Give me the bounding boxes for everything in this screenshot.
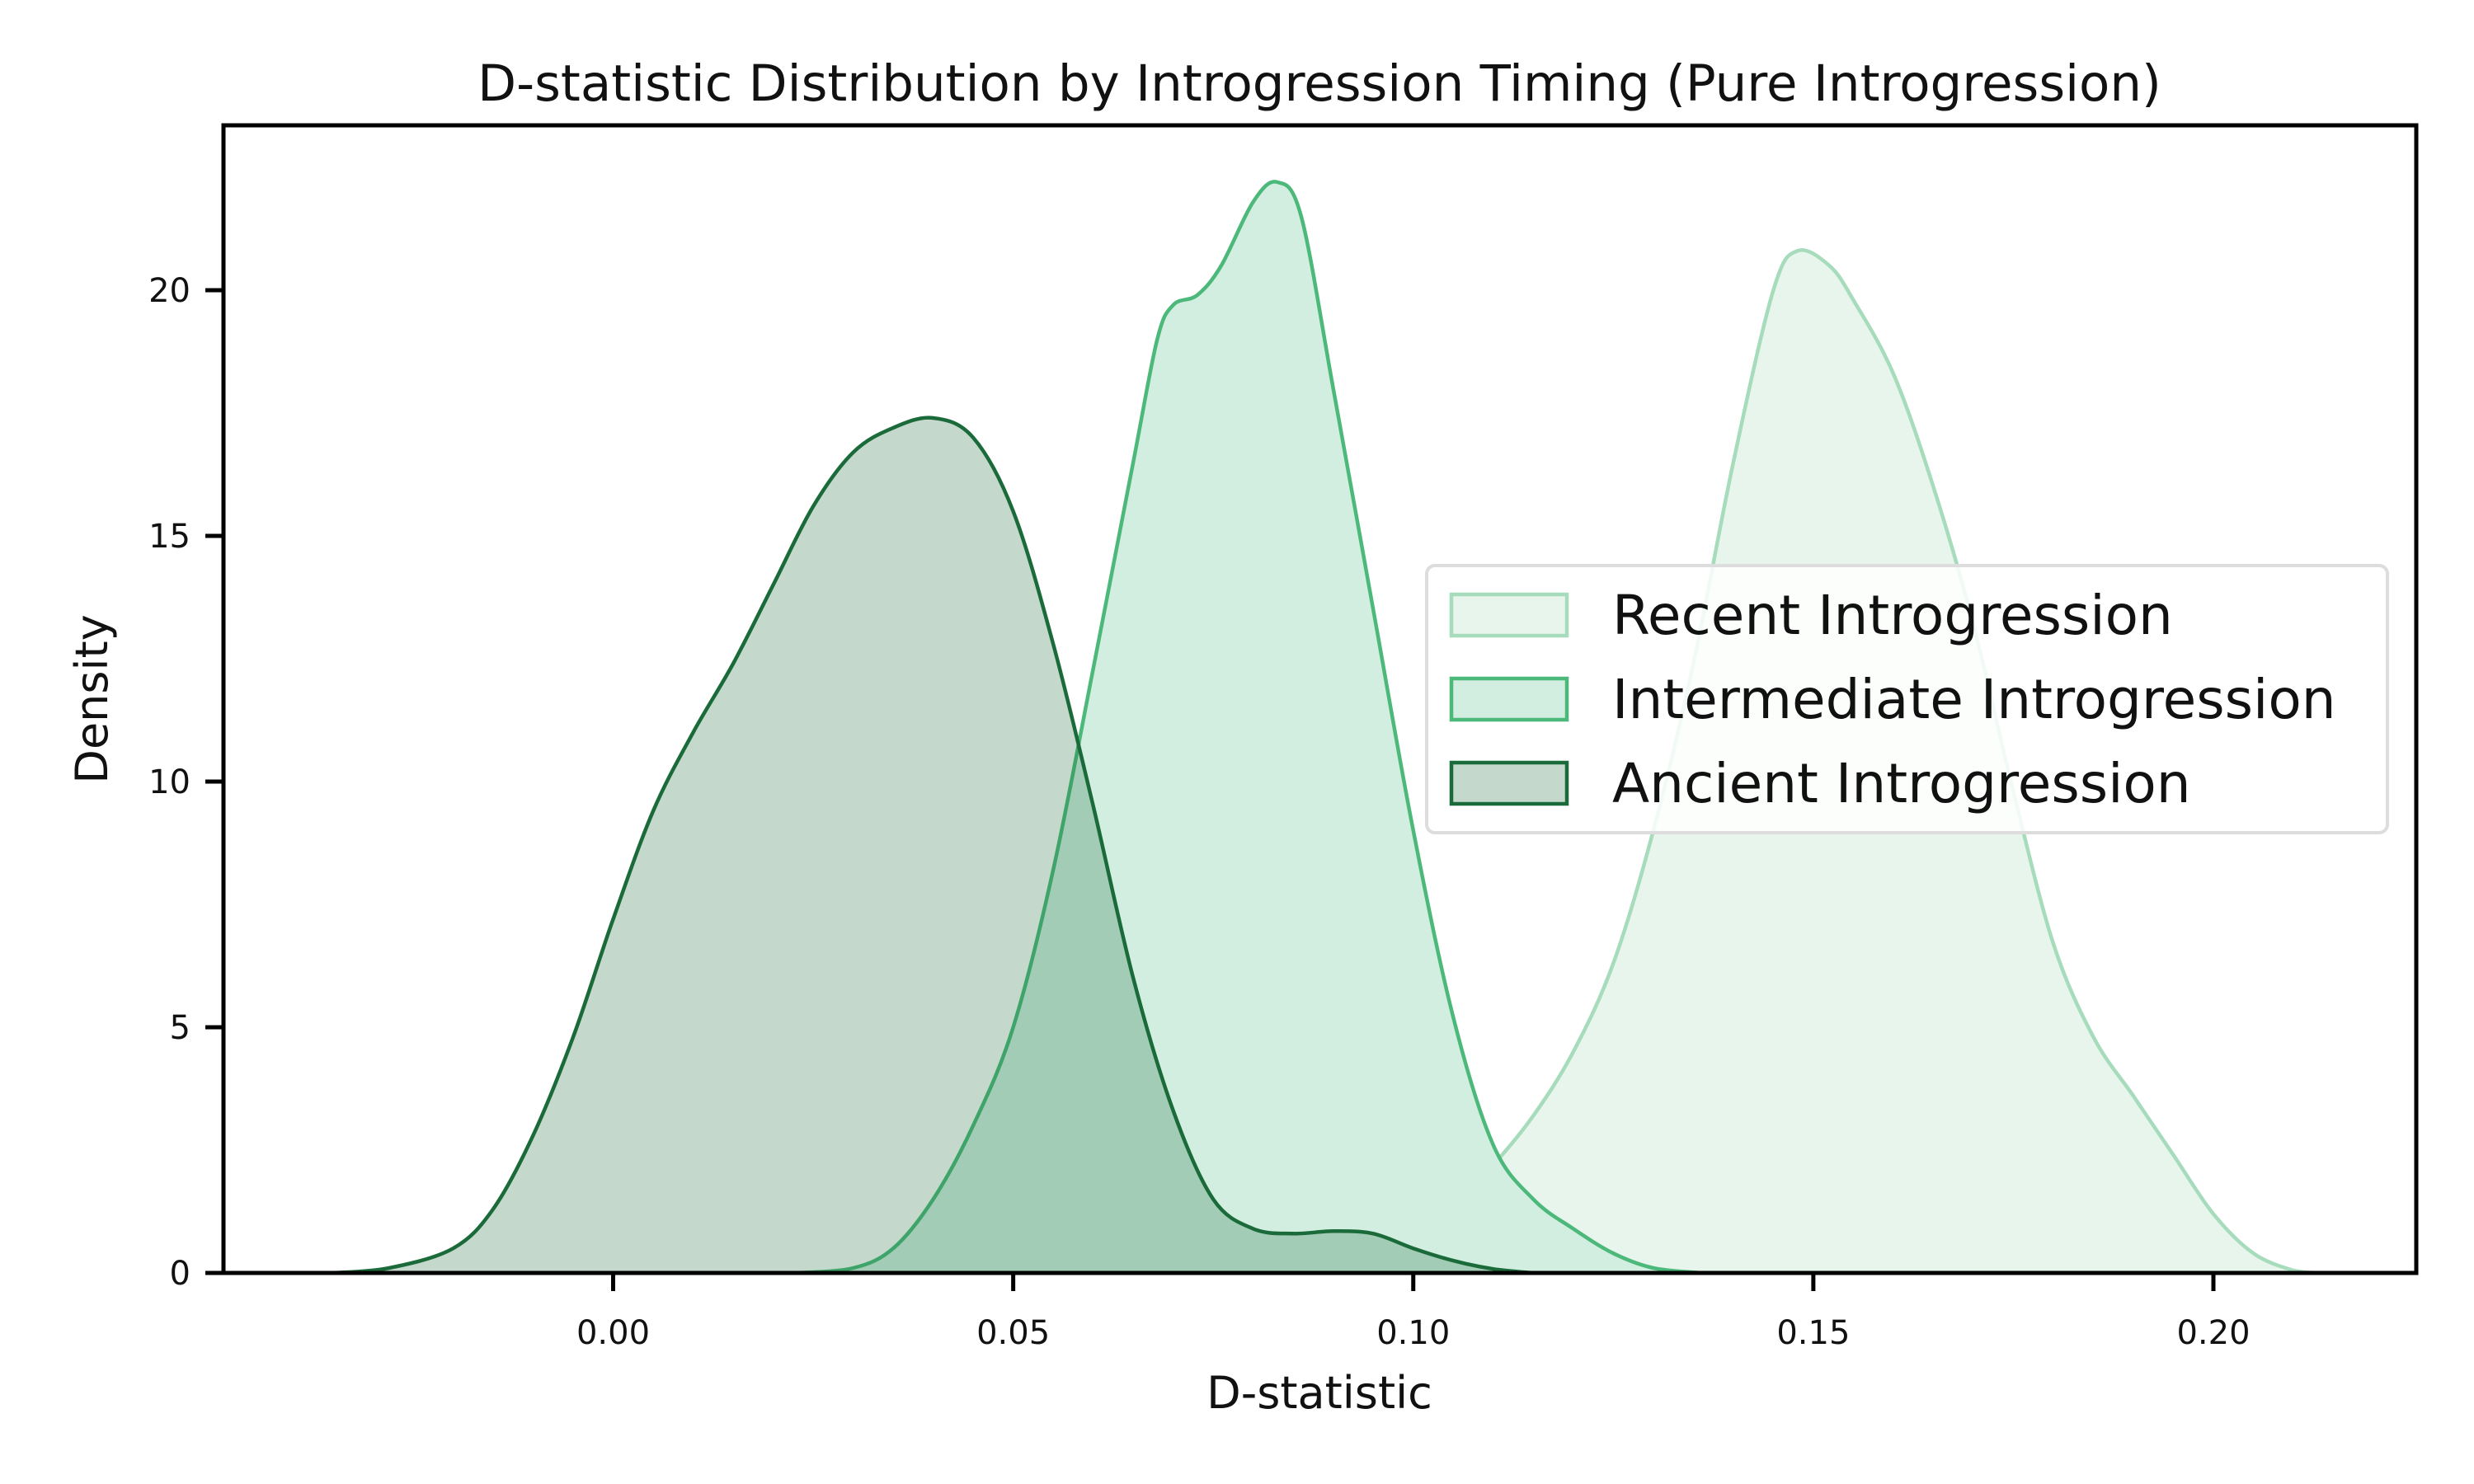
legend-label-2: Ancient Introgression — [1612, 752, 2191, 815]
x-tick-label: 0.00 — [576, 1314, 650, 1352]
legend-label-1: Intermediate Introgression — [1612, 668, 2336, 731]
legend: Recent Introgression Intermediate Introgr… — [1425, 564, 2389, 834]
plot-frame — [221, 123, 2419, 1275]
x-axis: 0.00 0.05 0.10 0.15 0.20 — [576, 1273, 2251, 1352]
legend-swatch-0 — [1449, 592, 1569, 638]
density-line-2 — [332, 416, 1534, 1275]
y-tick-label: 20 — [148, 272, 190, 310]
legend-swatch-2 — [1449, 760, 1569, 806]
x-tick-label: 0.05 — [976, 1314, 1050, 1352]
y-axis-label: Density — [66, 614, 118, 783]
chart-title: D-statistic Distribution by Introgressio… — [477, 54, 2161, 113]
density-area-2 — [332, 417, 1534, 1274]
y-tick-label: 5 — [170, 1009, 190, 1047]
legend-swatch-1 — [1449, 676, 1569, 722]
y-axis: 0 5 10 15 20 — [148, 272, 223, 1293]
x-tick-label: 0.20 — [2176, 1314, 2250, 1352]
x-axis-label: D-statistic — [1206, 1367, 1432, 1419]
legend-label-0: Recent Introgression — [1612, 584, 2173, 647]
density-line-0 — [1292, 248, 2318, 1275]
x-tick-label: 0.10 — [1376, 1314, 1450, 1352]
y-tick-label: 0 — [170, 1255, 190, 1293]
density-area-1 — [797, 181, 1702, 1273]
y-tick-label: 10 — [148, 763, 190, 801]
y-tick-label: 15 — [148, 518, 190, 556]
legend-box — [1425, 564, 2389, 834]
legend-swatch-bg — [1451, 763, 1567, 804]
x-tick-label: 0.15 — [1776, 1314, 1850, 1352]
density-line-1 — [797, 180, 1702, 1275]
